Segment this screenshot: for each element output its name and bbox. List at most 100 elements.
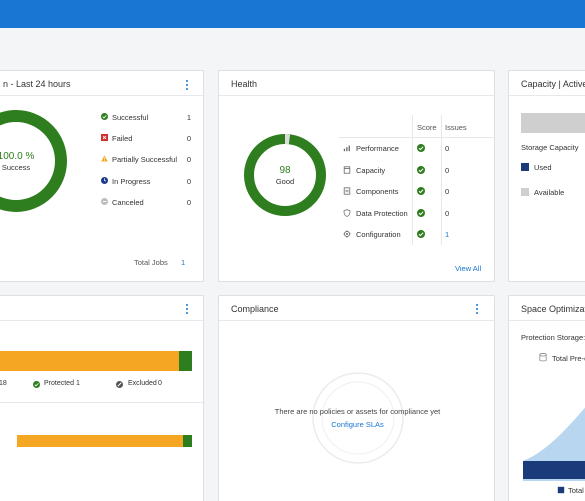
used-legend-label: Used: [534, 163, 552, 172]
health-row-label: Capacity: [356, 166, 386, 175]
status-label: Partially Successful: [112, 155, 178, 164]
health-card: Health 98 Good Score Issues Performance …: [218, 70, 495, 282]
status-row-canceled: Canceled 0: [101, 197, 191, 209]
score-column-header: Score: [417, 123, 437, 132]
jobs-success-percent: 100.0 %: [0, 151, 35, 162]
excluded-label: Excluded: [128, 380, 157, 387]
capacity-bar: [521, 113, 585, 133]
compliance-card: Compliance There are no policies or asse…: [218, 295, 495, 501]
status-label: Failed: [112, 134, 133, 143]
health-row-components[interactable]: Components 0: [341, 181, 491, 201]
table-column-divider: [412, 115, 413, 245]
health-row-label: Components: [356, 187, 399, 196]
gear-icon: [343, 230, 351, 238]
space-area-chart: [523, 407, 585, 481]
performance-chart-icon: [343, 145, 350, 152]
capacity-card-title: Capacity | Active: [521, 79, 585, 89]
area-series-post: [523, 461, 585, 479]
table-header-divider: [339, 137, 494, 138]
divider: [0, 95, 203, 96]
status-label: Canceled: [112, 198, 144, 207]
total-jobs-label: Total Jobs: [134, 258, 168, 267]
health-row-issues: 0: [445, 166, 450, 175]
health-row-data-protection[interactable]: Data Protection 0: [341, 203, 491, 223]
status-row-partial: Partially Successful 0: [101, 154, 191, 166]
available-legend-swatch: [521, 188, 529, 196]
issues-column-header: Issues: [445, 123, 467, 132]
health-row-configuration[interactable]: Configuration 1: [341, 224, 491, 244]
protection-bar-2-protected[interactable]: [183, 435, 192, 447]
jobs-donut-ring: [0, 110, 67, 212]
score-check-icon: [417, 187, 425, 195]
health-row-issues: 0: [445, 187, 450, 196]
divider: [509, 95, 585, 96]
database-icon: [539, 353, 547, 362]
protection-bar-unprotected[interactable]: [0, 351, 179, 371]
status-value: 0: [186, 155, 191, 164]
status-value: 1: [186, 113, 191, 122]
warning-triangle-icon: [101, 155, 108, 162]
health-row-label: Data Protection: [356, 209, 408, 218]
in-progress-icon: [101, 177, 108, 184]
available-legend-label: Available: [534, 188, 565, 197]
success-check-icon: [101, 113, 108, 120]
health-row-label: Performance: [356, 144, 399, 153]
database-icon: [557, 486, 565, 494]
score-check-icon: [417, 209, 425, 217]
space-optimization-card: Space Optimizatio Protection Storage: To…: [508, 295, 585, 501]
total-label: Total: [568, 486, 584, 495]
health-row-issues: 0: [445, 144, 450, 153]
view-all-link[interactable]: View All: [455, 264, 482, 273]
health-card-title: Health: [231, 79, 258, 89]
status-label: In Progress: [112, 177, 151, 186]
compliance-empty-text: There are no policies or assets for comp…: [274, 407, 441, 416]
components-icon: [343, 187, 351, 195]
protected-label: Protected: [44, 380, 74, 387]
failed-x-icon: [101, 134, 108, 141]
status-value: 0: [186, 198, 191, 207]
protection-card-menu-icon[interactable]: [183, 303, 191, 315]
divider: [219, 95, 494, 96]
protection-storage-label: Protection Storage:: [521, 333, 585, 342]
jobs-card-menu-icon[interactable]: [183, 79, 191, 91]
capacity-card: Capacity | Active Storage Capacity Used …: [508, 70, 585, 282]
shield-icon: [343, 209, 351, 217]
configuration-issues-link[interactable]: 1: [445, 230, 450, 239]
health-row-performance[interactable]: Performance 0: [341, 138, 491, 158]
status-row-successful: Successful 1: [101, 112, 191, 124]
storage-capacity-label: Storage Capacity: [521, 143, 579, 152]
jobs-success-label: Success: [1, 163, 31, 172]
jobs-card: n - Last 24 hours 100.0 % Success Succes…: [0, 70, 204, 282]
protection-bar-protected[interactable]: [179, 351, 192, 371]
divider: [509, 320, 585, 321]
health-donut-chart: [244, 134, 326, 216]
score-check-icon: [417, 166, 425, 174]
compliance-card-title: Compliance: [231, 304, 279, 314]
protection-card: 18 Protected 1 Excluded 0: [0, 295, 204, 501]
used-legend-swatch: [521, 163, 529, 171]
table-column-divider: [441, 115, 442, 245]
protection-bar-2-unprotected[interactable]: [17, 435, 183, 447]
health-row-label: Configuration: [356, 230, 401, 239]
top-app-bar: [0, 0, 585, 28]
total-jobs-value-link[interactable]: 1: [181, 258, 186, 267]
compliance-card-menu-icon[interactable]: [473, 303, 481, 315]
space-card-title: Space Optimizatio: [521, 304, 585, 314]
health-score-label: Good: [275, 177, 295, 186]
excluded-icon: [116, 381, 123, 388]
status-row-failed: Failed 0: [101, 133, 191, 145]
jobs-donut-chart: [0, 110, 67, 212]
compliance-empty-illustration: [312, 372, 404, 464]
status-value: 0: [186, 177, 191, 186]
status-value: 0: [186, 134, 191, 143]
status-row-in-progress: In Progress 0: [101, 176, 191, 188]
health-row-issues: 0: [445, 209, 450, 218]
canceled-icon: [101, 198, 108, 205]
health-donut-gap: [244, 134, 326, 216]
health-row-capacity[interactable]: Capacity 0: [341, 160, 491, 180]
divider: [219, 320, 494, 321]
capacity-icon: [343, 166, 351, 174]
configure-slas-link[interactable]: Configure SLAs: [331, 420, 384, 429]
legend-count-left: 18: [0, 380, 7, 387]
health-score-value: 98: [279, 165, 291, 176]
